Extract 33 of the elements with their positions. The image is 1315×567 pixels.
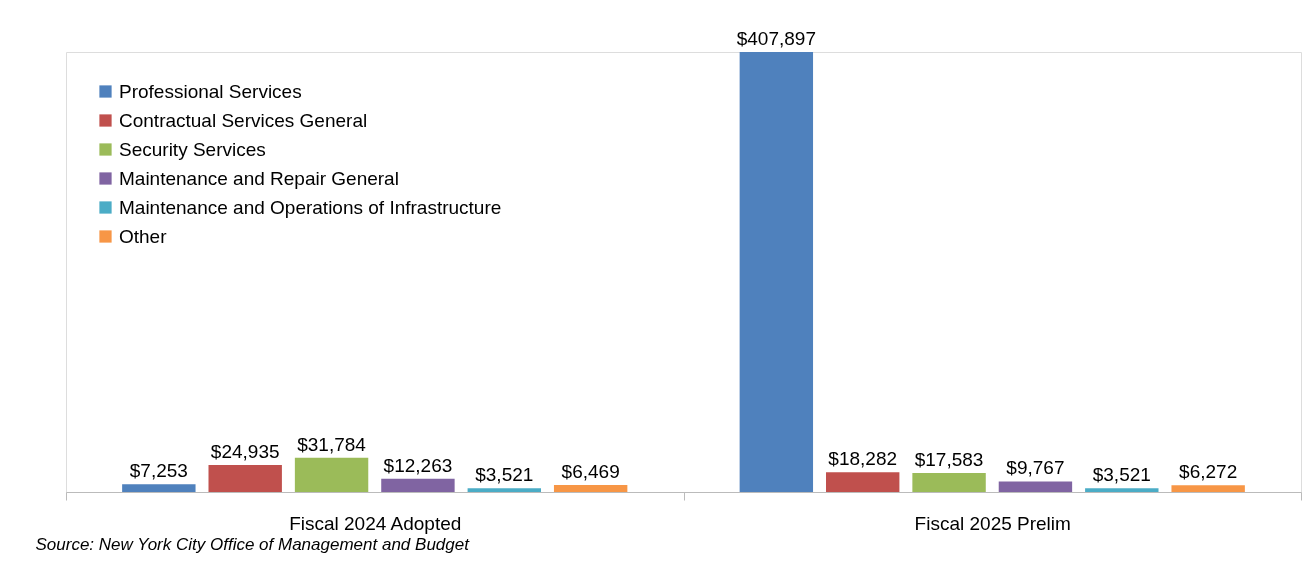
bar	[1171, 485, 1245, 492]
legend-label: Security Services	[119, 138, 266, 160]
data-label: $17,583	[914, 449, 984, 471]
legend-label: Other	[119, 225, 168, 247]
data-label: $407,897	[736, 28, 816, 49]
bar	[122, 484, 196, 492]
data-label: $24,935	[210, 441, 280, 463]
data-label: $3,521	[1092, 464, 1151, 486]
data-label: $6,469	[561, 461, 620, 483]
data-label: $7,253	[129, 460, 188, 482]
bar	[739, 52, 814, 492]
bar	[294, 457, 369, 492]
data-label: $31,784	[297, 433, 367, 455]
source-note: Source: New York City Office of Management and Budget	[35, 535, 471, 554]
x-tick-label: Fiscal 2025 Prelim	[914, 512, 1071, 534]
data-label: $3,521	[475, 464, 534, 486]
bar	[998, 481, 1073, 492]
bar	[381, 478, 455, 492]
legend-label: Professional Services	[119, 80, 302, 102]
bar	[467, 488, 541, 492]
legend-label: Maintenance and Operations of Infrastructure	[119, 196, 502, 218]
legend-label: Maintenance and Repair General	[119, 167, 399, 189]
x-tick-label: Fiscal 2024 Adopted	[289, 512, 462, 534]
bar	[553, 485, 628, 492]
bar	[826, 472, 900, 492]
legend-label: Contractual Services General	[119, 109, 368, 131]
data-label: $12,263	[383, 454, 453, 476]
data-label: $9,767	[1006, 457, 1065, 479]
data-label: $6,272	[1179, 461, 1238, 483]
bar	[208, 465, 282, 492]
bar	[1085, 488, 1159, 492]
data-label: $18,282	[828, 448, 898, 470]
bar	[912, 473, 986, 492]
